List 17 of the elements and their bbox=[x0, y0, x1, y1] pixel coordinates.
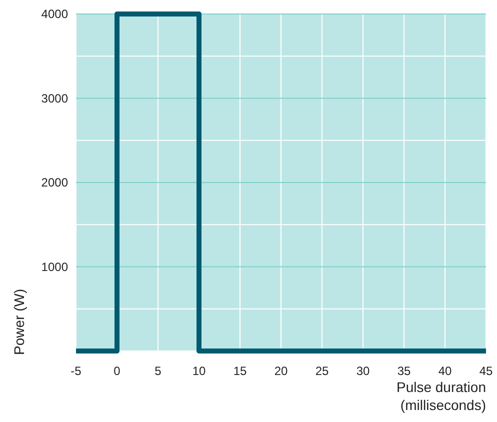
y-tick-label: 4000 bbox=[41, 7, 68, 21]
y-tick-label: 2000 bbox=[41, 176, 68, 190]
y-tick-label: 3000 bbox=[41, 91, 68, 106]
x-tick-label: -5 bbox=[70, 364, 82, 378]
x-tick-label: 10 bbox=[192, 364, 206, 378]
x-tick-label: 30 bbox=[356, 364, 370, 378]
x-tick-label: 20 bbox=[274, 364, 288, 378]
y-tick-label: 1000 bbox=[41, 260, 68, 274]
x-tick-label: 15 bbox=[233, 364, 247, 378]
x-tick-label: 40 bbox=[438, 364, 452, 378]
x-axis-title: Pulse duration (milliseconds) bbox=[396, 379, 486, 413]
y-axis-title: Power (W) bbox=[11, 288, 27, 355]
x-tick-label: 0 bbox=[114, 364, 121, 378]
x-tick-label: 5 bbox=[154, 364, 162, 378]
x-tick-label: 35 bbox=[397, 364, 411, 378]
x-tick-label: 25 bbox=[315, 364, 329, 378]
x-tick-label: 45 bbox=[479, 364, 493, 378]
